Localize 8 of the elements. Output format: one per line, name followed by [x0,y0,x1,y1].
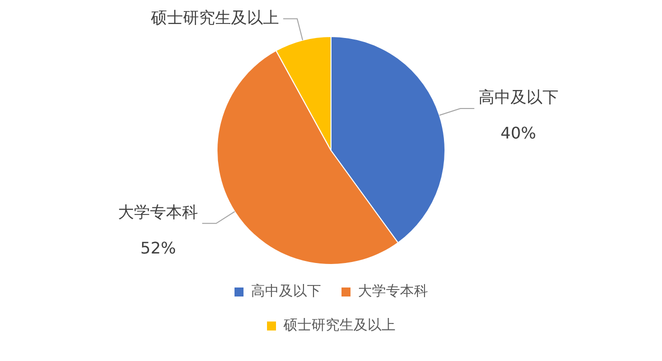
slice-label: 高中及以下 [478,88,558,107]
legend-label: 硕士研究生及以上 [282,318,396,334]
slice-label: 硕士研究生及以上 [150,8,280,27]
data-label: 40% [500,124,536,143]
slice-label: 大学专本科 [118,202,198,222]
legend-label: 高中及以下 [251,284,321,300]
legend-label: 大学专本科 [358,284,428,300]
data-label: 52% [140,238,176,258]
